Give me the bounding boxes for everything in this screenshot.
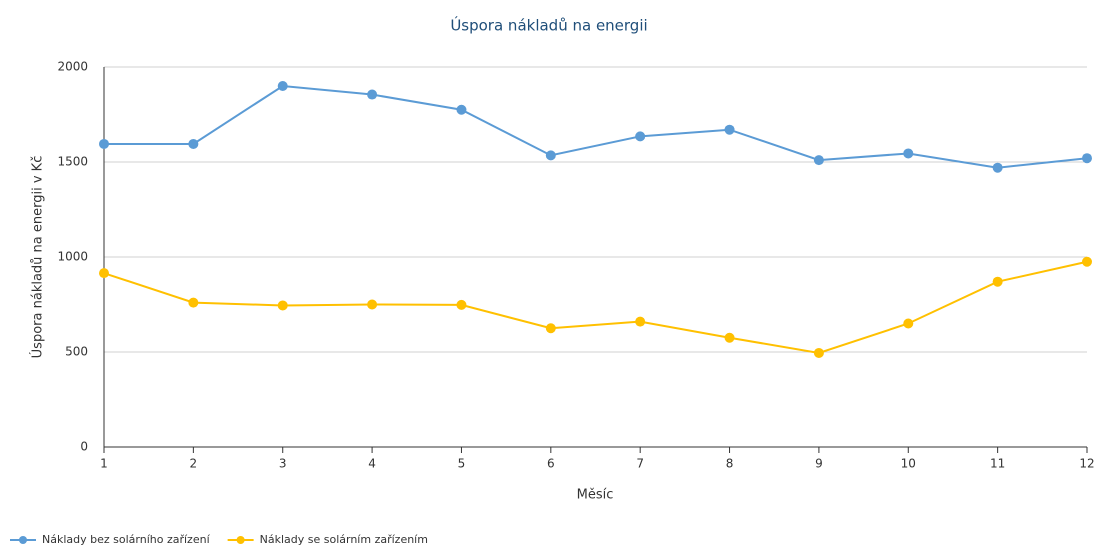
- legend-marker: [236, 536, 245, 544]
- x-tick-label: 12: [1079, 457, 1094, 471]
- data-point: [813, 347, 824, 358]
- data-point: [277, 81, 288, 91]
- data-point: [1082, 256, 1092, 267]
- data-point: [724, 124, 735, 135]
- data-point: [992, 276, 1003, 287]
- x-tick-label: 4: [368, 457, 376, 471]
- series-line: [104, 84, 1088, 169]
- data-point: [635, 316, 646, 327]
- x-tick-label: 5: [458, 457, 466, 471]
- data-point: [992, 162, 1003, 173]
- y-tick-label: 0: [80, 440, 88, 454]
- data-point: [635, 131, 646, 142]
- x-tick-label: 3: [279, 457, 287, 471]
- data-point: [188, 138, 199, 149]
- data-point: [99, 268, 109, 279]
- legend-label: Náklady bez solárního zařízení: [42, 533, 211, 546]
- data-point: [903, 148, 914, 159]
- legend-marker: [19, 536, 27, 544]
- data-point: [903, 318, 914, 329]
- y-tick-label: 1500: [57, 155, 88, 169]
- chart-title: Úspora nákladů na energii: [450, 16, 647, 35]
- legend-label: Náklady se solárním zařízením: [260, 533, 428, 546]
- x-tick-label: 11: [990, 457, 1005, 471]
- data-point: [277, 300, 288, 311]
- x-tick-label: 2: [190, 457, 198, 471]
- x-tick-label: 6: [547, 457, 555, 471]
- data-point: [456, 104, 467, 115]
- data-point: [99, 138, 109, 149]
- x-tick-label: 10: [901, 457, 916, 471]
- y-tick-label: 500: [65, 345, 88, 359]
- y-axis-label: Úspora nákladů na energii v Kč: [30, 156, 46, 359]
- series-line: [103, 260, 1088, 354]
- y-tick-label: 2000: [57, 60, 88, 74]
- x-tick-label: 8: [726, 457, 734, 471]
- y-tick-label: 1000: [57, 250, 88, 264]
- data-point: [813, 155, 824, 166]
- data-point: [545, 323, 556, 334]
- x-tick-label: 7: [636, 457, 644, 471]
- data-point: [456, 299, 467, 310]
- x-axis-label: Měsíc: [577, 488, 614, 503]
- data-point: [724, 332, 735, 343]
- data-point: [1082, 153, 1092, 164]
- x-tick-label: 1: [100, 457, 108, 471]
- data-point: [188, 297, 199, 308]
- data-point: [367, 299, 378, 310]
- x-tick-label: 9: [815, 457, 823, 471]
- data-point: [367, 89, 378, 100]
- data-point: [545, 150, 556, 161]
